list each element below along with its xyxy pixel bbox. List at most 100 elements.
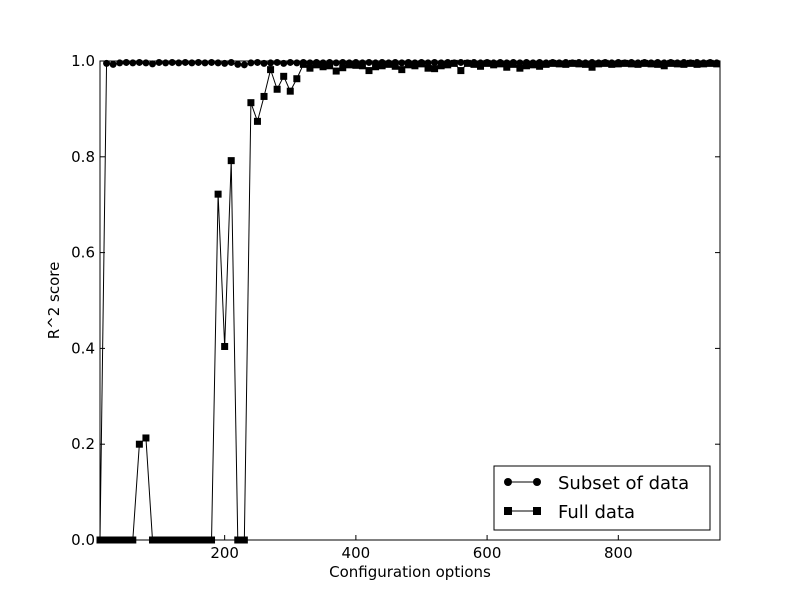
legend: Subset of data Full data — [493, 465, 711, 531]
data-point — [404, 61, 412, 69]
data-point — [608, 60, 616, 68]
data-point — [588, 63, 596, 71]
y-tick-label: 0.8 — [71, 148, 95, 166]
data-point — [595, 60, 603, 68]
data-point — [660, 62, 668, 70]
data-point — [345, 61, 353, 69]
data-point — [437, 62, 445, 70]
data-point — [516, 64, 524, 72]
data-point — [122, 536, 130, 544]
data-point — [267, 66, 275, 74]
data-point — [686, 59, 694, 67]
data-point — [267, 59, 275, 67]
legend-marker — [504, 478, 512, 486]
data-point — [398, 59, 406, 67]
data-point — [496, 60, 504, 68]
data-point — [654, 60, 662, 68]
data-point — [168, 58, 176, 66]
data-point — [542, 60, 550, 68]
data-point — [260, 59, 268, 67]
data-point — [129, 536, 137, 544]
data-point — [522, 62, 530, 70]
data-point — [240, 536, 248, 544]
data-point — [529, 61, 537, 69]
legend-label: Subset of data — [558, 473, 689, 494]
data-point — [372, 63, 380, 71]
data-point — [391, 62, 399, 70]
data-point — [299, 60, 307, 68]
data-point — [116, 59, 124, 67]
legend-marker — [533, 478, 541, 486]
data-point — [208, 536, 216, 544]
legend-entries: Subset of data Full data — [504, 473, 689, 523]
data-point — [411, 62, 419, 70]
plot-area — [96, 58, 721, 544]
data-point — [214, 59, 222, 67]
x-axis-label: Configuration options — [329, 563, 491, 581]
data-point — [647, 60, 655, 68]
data-point — [562, 60, 570, 68]
data-point — [148, 60, 156, 68]
data-point — [332, 67, 340, 75]
data-point — [227, 157, 235, 165]
data-point — [247, 59, 255, 67]
data-point — [214, 190, 222, 198]
x-tick-label: 600 — [473, 544, 502, 562]
data-point — [490, 61, 498, 69]
data-point — [103, 536, 111, 544]
data-point — [627, 60, 635, 68]
y-tick-label: 0.0 — [71, 531, 95, 549]
y-axis-label: R^2 score — [45, 262, 63, 340]
data-point — [477, 62, 485, 70]
data-point — [286, 58, 294, 66]
data-point — [358, 62, 366, 70]
data-point — [339, 64, 347, 72]
data-point — [431, 58, 439, 66]
data-point — [227, 58, 235, 66]
x-tick-label: 800 — [604, 544, 633, 562]
data-point — [575, 60, 583, 68]
x-tick-label: 400 — [342, 544, 371, 562]
data-point — [247, 99, 255, 107]
data-point — [326, 62, 334, 70]
data-point — [135, 58, 143, 66]
data-point — [503, 63, 511, 71]
data-point — [450, 59, 458, 67]
data-point — [135, 440, 143, 448]
legend-entry-0: Subset of data — [504, 473, 689, 494]
x-tick-label: 200 — [210, 544, 239, 562]
y-tick-label: 0.2 — [71, 435, 95, 453]
data-point — [142, 59, 150, 67]
data-point — [122, 58, 130, 66]
y-tick-label: 0.6 — [71, 244, 95, 262]
data-point — [680, 60, 688, 68]
data-point — [234, 60, 242, 68]
data-point — [293, 59, 301, 67]
data-point — [208, 58, 216, 66]
data-point — [667, 59, 675, 67]
data-point — [221, 342, 229, 350]
data-point — [188, 59, 196, 67]
data-point — [378, 62, 386, 70]
data-point — [509, 60, 517, 68]
data-point — [673, 60, 681, 68]
series-layer — [96, 58, 721, 544]
data-point — [181, 536, 189, 544]
data-point — [109, 60, 117, 68]
data-point — [253, 58, 261, 66]
data-point — [162, 59, 170, 67]
data-point — [273, 58, 281, 66]
data-point — [116, 536, 124, 544]
data-point — [260, 92, 268, 100]
data-point — [155, 58, 163, 66]
y-tick-label: 1.0 — [71, 52, 95, 70]
data-point — [549, 59, 557, 67]
data-point — [365, 67, 373, 75]
data-point — [181, 58, 189, 66]
data-point — [273, 85, 281, 93]
legend-marker — [533, 507, 541, 515]
data-point — [253, 117, 261, 125]
data-point — [424, 64, 432, 72]
ticks-layer — [100, 60, 720, 541]
